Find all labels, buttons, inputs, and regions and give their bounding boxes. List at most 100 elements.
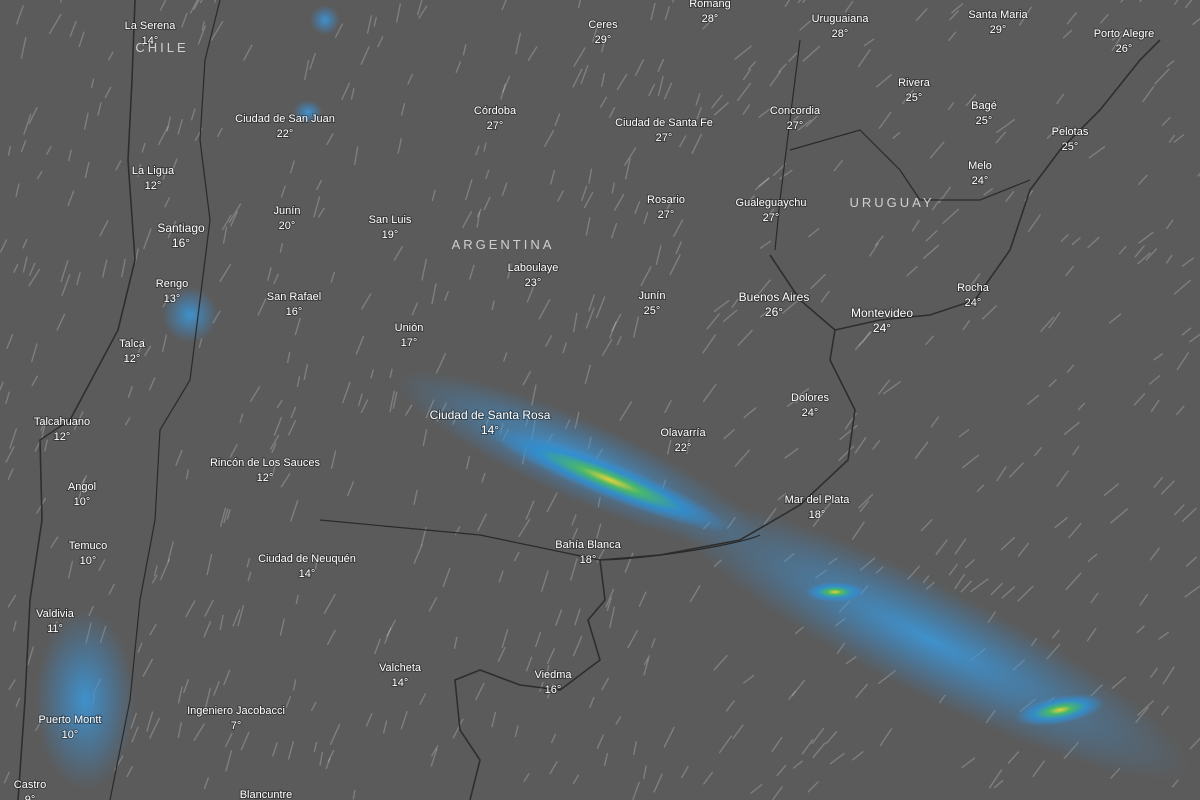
wind-streak: [954, 573, 966, 590]
wind-streak: [535, 631, 542, 648]
wind-streak: [929, 141, 945, 159]
wind-streak: [137, 164, 142, 177]
wind-streak: [290, 406, 297, 419]
wind-streak: [462, 211, 473, 229]
wind-streak: [78, 475, 88, 489]
wind-streak: [7, 146, 11, 156]
wind-streak: [213, 680, 220, 696]
wind-streak: [844, 0, 854, 13]
wind-streak: [342, 381, 351, 404]
wind-streak: [592, 26, 598, 43]
wind-streak: [327, 749, 335, 763]
place-name: Córdoba: [474, 105, 517, 117]
wind-streak: [546, 665, 550, 675]
wind-streak: [527, 46, 538, 62]
wind-streak: [36, 170, 43, 180]
wind-streak: [713, 655, 728, 671]
wind-streak: [68, 560, 74, 579]
wind-streak: [214, 0, 216, 3]
wind-streak: [795, 393, 805, 404]
wind-streak: [181, 12, 188, 28]
wind-streak: [624, 552, 634, 573]
wind-streak: [538, 298, 551, 320]
wind-streak: [1040, 316, 1055, 333]
wind-streak: [223, 669, 231, 686]
place-temp: 16°: [545, 684, 562, 696]
wind-streak: [596, 734, 604, 750]
wind-streak: [550, 169, 556, 185]
wind-streak: [667, 439, 672, 455]
wind-streak: [1090, 592, 1099, 604]
wind-streak: [1001, 586, 1016, 599]
wind-streak: [1174, 279, 1192, 295]
wind-streak: [655, 245, 662, 266]
wind-streak: [222, 226, 228, 244]
wind-streak: [572, 312, 578, 333]
place-temp: 12°: [54, 431, 71, 443]
place-temp: 12°: [124, 353, 141, 365]
wind-streak: [1160, 480, 1175, 495]
wind-streak: [1142, 86, 1155, 103]
wind-streak: [734, 45, 752, 60]
wind-streak: [599, 96, 608, 108]
wind-streak: [501, 0, 507, 10]
wind-streak: [1005, 191, 1015, 202]
wind-streak: [812, 509, 827, 527]
place-temp: 19°: [382, 229, 399, 241]
place-name: Santiago: [157, 221, 205, 235]
wind-streak: [185, 600, 196, 618]
wind-streak: [1154, 68, 1170, 85]
wind-streak: [199, 0, 203, 4]
place-name: Ciudad de Santa Rosa: [430, 408, 551, 422]
wind-streak: [976, 484, 985, 493]
wind-streak: [389, 390, 395, 413]
wind-streak: [965, 94, 977, 107]
wind-streak: [954, 538, 967, 555]
place-temp: 29°: [595, 34, 612, 46]
wind-streak: [204, 599, 214, 617]
wind-streak: [633, 741, 638, 756]
wind-streak: [56, 313, 66, 331]
wind-streak: [225, 750, 233, 772]
wind-streak: [585, 307, 595, 329]
wind-streak: [526, 281, 536, 303]
wind-streak: [1145, 248, 1158, 261]
place-name: Temuco: [69, 540, 108, 552]
wind-streak: [143, 228, 152, 250]
wind-streak: [498, 570, 504, 583]
wind-streak: [475, 682, 485, 701]
wind-streak: [1176, 352, 1189, 371]
wind-streak: [360, 46, 370, 65]
wind-streak: [303, 363, 309, 381]
wind-streak: [317, 207, 325, 218]
wind-streak: [313, 741, 318, 753]
wind-streak: [1138, 231, 1154, 244]
wind-streak: [779, 169, 793, 180]
wind-streak: [942, 208, 960, 224]
wind-streak: [818, 502, 832, 517]
wind-streak: [882, 381, 901, 395]
wind-streak: [572, 635, 583, 657]
wind-streak: [1173, 134, 1185, 143]
wind-streak: [123, 354, 129, 364]
wind-streak: [606, 597, 612, 611]
wind-streak: [825, 731, 838, 744]
wind-streak: [84, 162, 90, 179]
place-temp: 17°: [401, 337, 418, 349]
wind-streak: [90, 78, 95, 89]
wind-streak: [1088, 146, 1106, 159]
wind-streak: [634, 59, 645, 76]
wind-streak: [13, 264, 19, 273]
wind-streak: [949, 10, 959, 21]
place-temp: 12°: [145, 180, 162, 192]
wind-streak: [1174, 0, 1179, 5]
wind-streak: [1111, 34, 1123, 52]
wind-streak: [758, 177, 770, 187]
wind-streak: [232, 609, 241, 627]
wind-streak: [852, 751, 864, 761]
wind-streak: [855, 683, 868, 699]
wind-streak: [1139, 0, 1143, 3]
wind-streak: [31, 375, 38, 387]
wind-streak: [664, 6, 670, 20]
region-label: URUGUAY: [849, 195, 934, 210]
